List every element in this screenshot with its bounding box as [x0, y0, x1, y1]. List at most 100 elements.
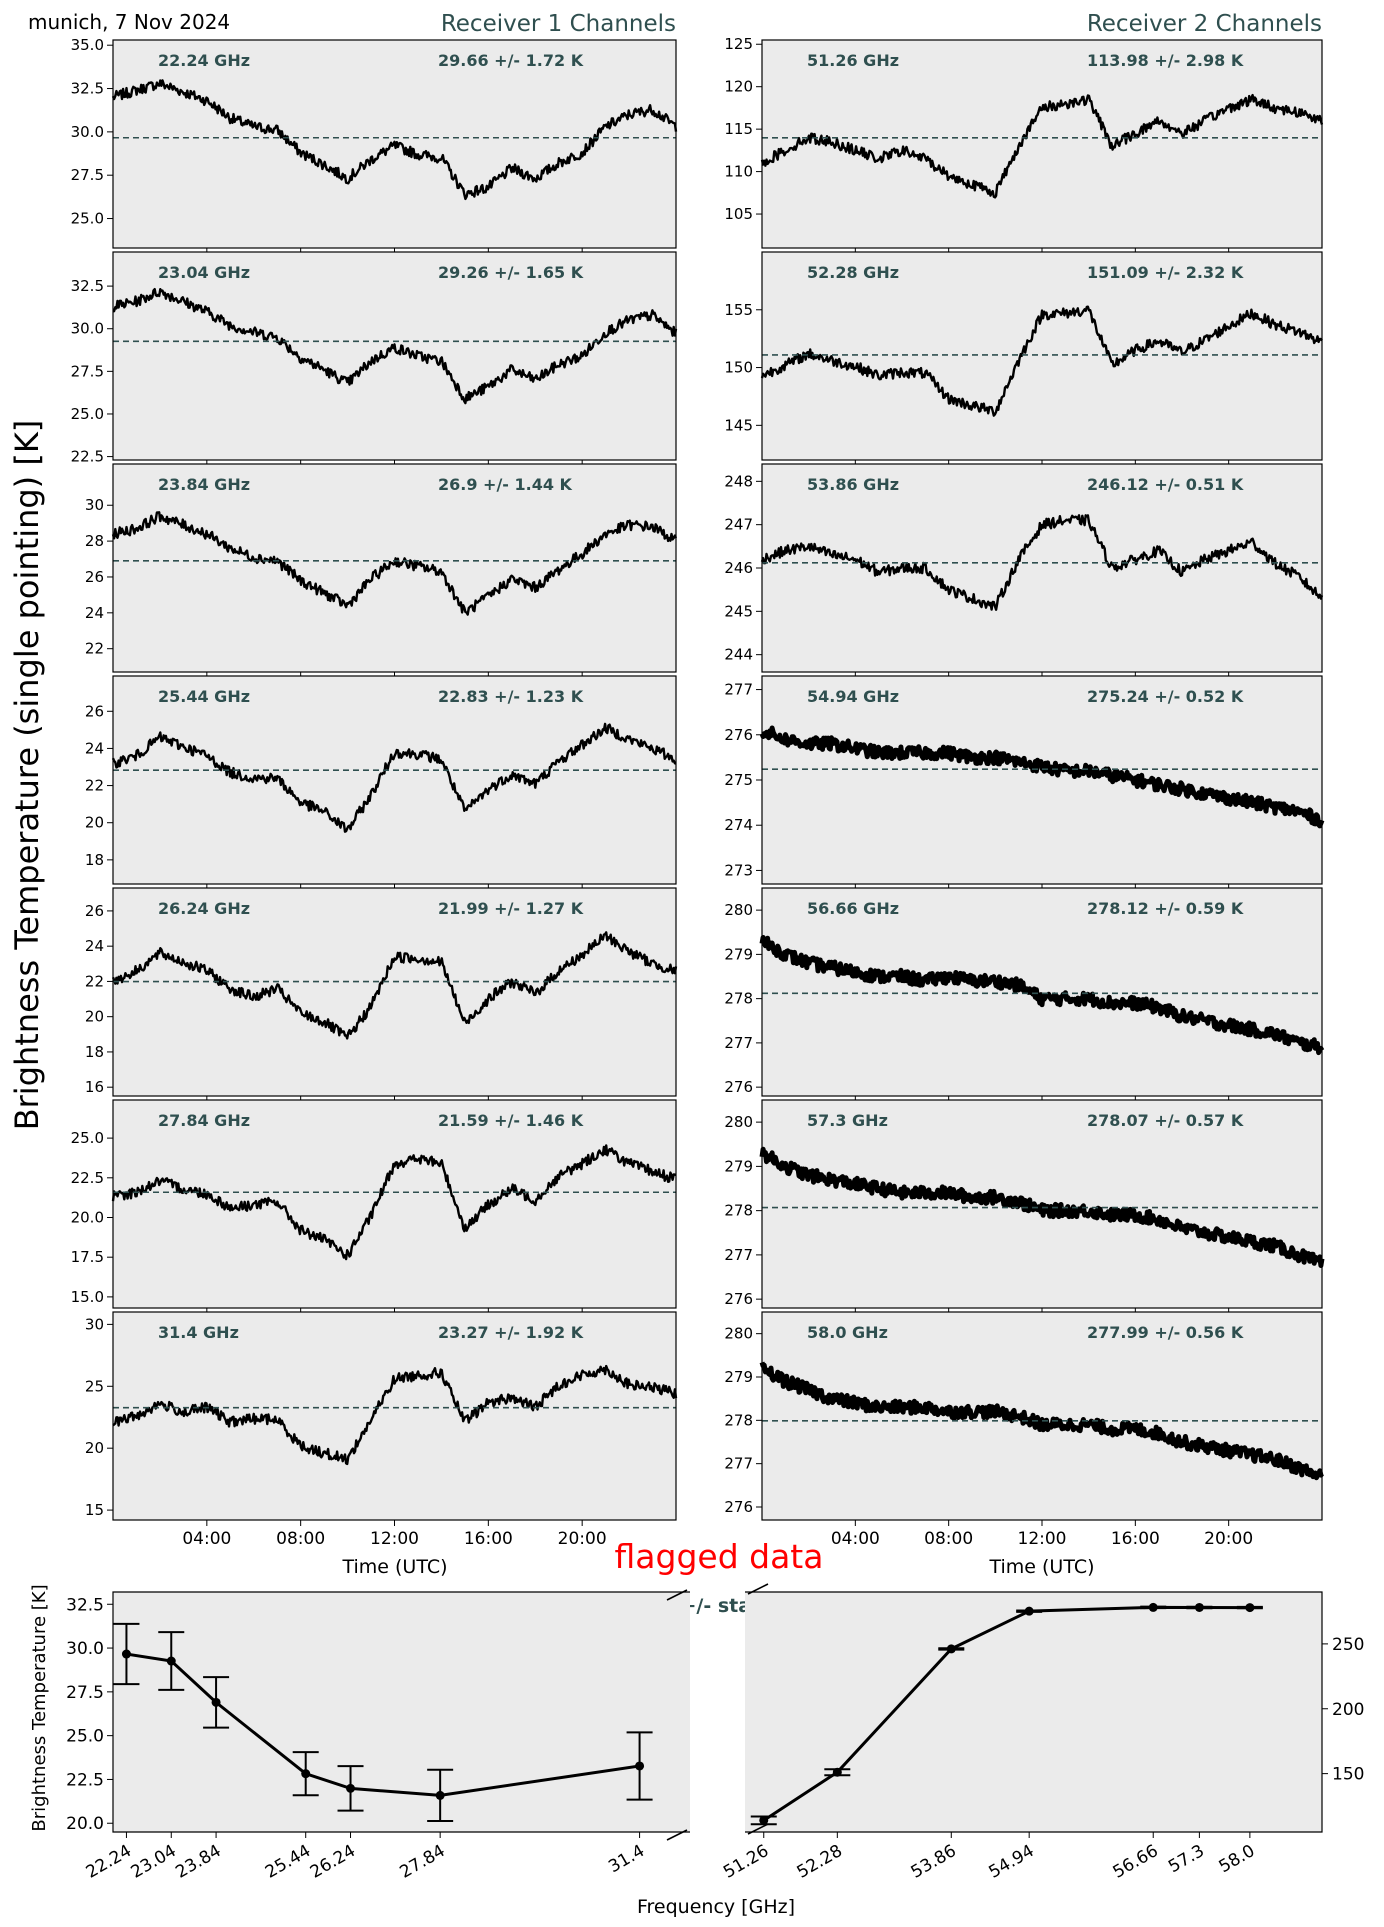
channel-frequency-label: 31.4 GHz	[158, 1323, 239, 1342]
y-tick-label: 277	[724, 1455, 753, 1473]
panel-frame	[761, 39, 1323, 249]
axis-break-mark	[747, 1583, 769, 1595]
y-tick-label: 279	[724, 1157, 753, 1175]
x-tick-label: 16:00	[1111, 1529, 1160, 1549]
panel-frame	[112, 1311, 677, 1521]
y-tick-label: 246	[724, 559, 753, 577]
right-mean-point	[946, 1644, 956, 1654]
x-tick-label: 20:00	[558, 1529, 607, 1549]
panel-frame	[761, 1099, 1323, 1309]
panel-background	[762, 40, 1322, 248]
right-mean-point	[1148, 1602, 1158, 1612]
left-x-tick-label: 23.84	[172, 1841, 224, 1883]
summary-y-axis-label: Brightness Temperature [K]	[29, 1584, 50, 1831]
y-tick-label: 280	[724, 1325, 753, 1343]
y-tick-label: 278	[724, 990, 753, 1008]
x-tick-label: 16:00	[464, 1529, 513, 1549]
y-tick-label: 22.5	[71, 448, 104, 466]
panel-frame	[112, 887, 677, 1097]
left-y-tick-label: 20.0	[66, 1814, 104, 1834]
y-tick-label: 273	[724, 861, 753, 879]
y-tick-label: 25.0	[71, 210, 104, 228]
y-tick-label: 32.5	[71, 277, 104, 295]
x-tick-label: 08:00	[276, 1529, 325, 1549]
left-x-tick-label: 25.44	[262, 1841, 314, 1883]
panel-background	[113, 1100, 676, 1308]
series-line	[111, 722, 677, 833]
panel-frame	[761, 675, 1323, 885]
series-line	[760, 514, 1324, 611]
y-tick-label: 278	[724, 1202, 753, 1220]
receiver2-title: Receiver 2 Channels	[1087, 11, 1322, 37]
y-tick-label: 277	[724, 681, 753, 699]
axis-break-mark	[666, 1589, 688, 1601]
right-x-tick-label: 54.94	[986, 1841, 1038, 1883]
right-mean-point	[832, 1767, 842, 1777]
y-tick-label: 24	[85, 739, 104, 757]
y-tick-label: 22	[85, 972, 104, 990]
channel-frequency-label: 22.24 GHz	[158, 51, 250, 70]
y-tick-label: 20.0	[71, 1208, 104, 1226]
y-tick-label: 30.0	[71, 320, 104, 338]
y-tick-label: 27.5	[71, 166, 104, 184]
y-tick-label: 25.0	[71, 405, 104, 423]
right-x-tick-label: 57.3	[1165, 1841, 1208, 1877]
series-line	[759, 1361, 1325, 1481]
channel-frequency-label: 52.28 GHz	[807, 263, 899, 282]
channel-frequency-label: 25.44 GHz	[158, 687, 250, 706]
y-tick-label: 115	[724, 120, 753, 138]
right-mean-point	[1245, 1603, 1255, 1613]
y-tick-label: 26	[85, 568, 104, 586]
channel-frequency-label: 27.84 GHz	[158, 1111, 250, 1130]
y-tick-label: 244	[724, 646, 753, 664]
right-mean-point	[1194, 1602, 1204, 1612]
x-tick-label: 04:00	[831, 1529, 880, 1549]
y-tick-label: 22.5	[71, 1169, 104, 1187]
panel-frame	[761, 251, 1323, 461]
y-tick-label: 275	[724, 771, 753, 789]
summary-x-axis-label: Frequency [GHz]	[637, 1896, 795, 1918]
right-x-tick-label: 56.66	[1110, 1841, 1162, 1883]
y-tick-label: 276	[724, 1290, 753, 1308]
left-x-tick-label: 26.24	[307, 1841, 359, 1883]
left-mean-point	[635, 1761, 645, 1771]
y-tick-label: 16	[85, 1078, 104, 1096]
receiver1-title: Receiver 1 Channels	[441, 11, 676, 37]
series-line	[111, 931, 678, 1040]
y-tick-label: 280	[724, 1113, 753, 1131]
panel-background	[762, 252, 1322, 460]
y-tick-label: 125	[724, 35, 753, 53]
series-line	[112, 1364, 678, 1466]
y-tick-label: 155	[724, 301, 753, 319]
y-tick-label: 277	[724, 1246, 753, 1264]
right-y-tick-label: 250	[1332, 1635, 1364, 1655]
right-y-tick-label: 200	[1332, 1700, 1364, 1720]
y-tick-label: 26	[85, 902, 104, 920]
channel-frequency-label: 57.3 GHz	[807, 1111, 888, 1130]
y-tick-label: 26	[85, 702, 104, 720]
y-tick-label: 247	[724, 516, 753, 534]
left-mean-point	[211, 1697, 221, 1707]
y-tick-label: 27.5	[71, 362, 104, 380]
right-x-tick-label: 51.26	[720, 1841, 772, 1883]
y-tick-label: 32.5	[71, 80, 104, 98]
mean-std-label: 275.24 +/- 0.52 K	[1087, 687, 1244, 706]
y-tick-label: 274	[724, 816, 753, 834]
y-tick-label: 35.0	[71, 36, 104, 54]
series-line	[111, 1144, 677, 1261]
y-tick-label: 150	[724, 359, 753, 377]
axis-break-mark	[666, 1829, 688, 1841]
left-x-tick-label: 27.84	[397, 1841, 449, 1883]
mean-std-label: 23.27 +/- 1.92 K	[438, 1323, 584, 1342]
panel-background	[113, 464, 676, 672]
x-tick-label: 20:00	[1204, 1529, 1253, 1549]
right-y-tick-label: 150	[1332, 1765, 1364, 1785]
series-line	[111, 511, 678, 616]
channel-frequency-label: 23.84 GHz	[158, 475, 250, 494]
right-x-axis-label: Time (UTC)	[988, 1556, 1094, 1578]
axis-break-mark	[747, 1823, 769, 1835]
channel-frequency-label: 54.94 GHz	[807, 687, 899, 706]
x-tick-label: 04:00	[182, 1529, 231, 1549]
y-tick-label: 276	[724, 1498, 753, 1516]
